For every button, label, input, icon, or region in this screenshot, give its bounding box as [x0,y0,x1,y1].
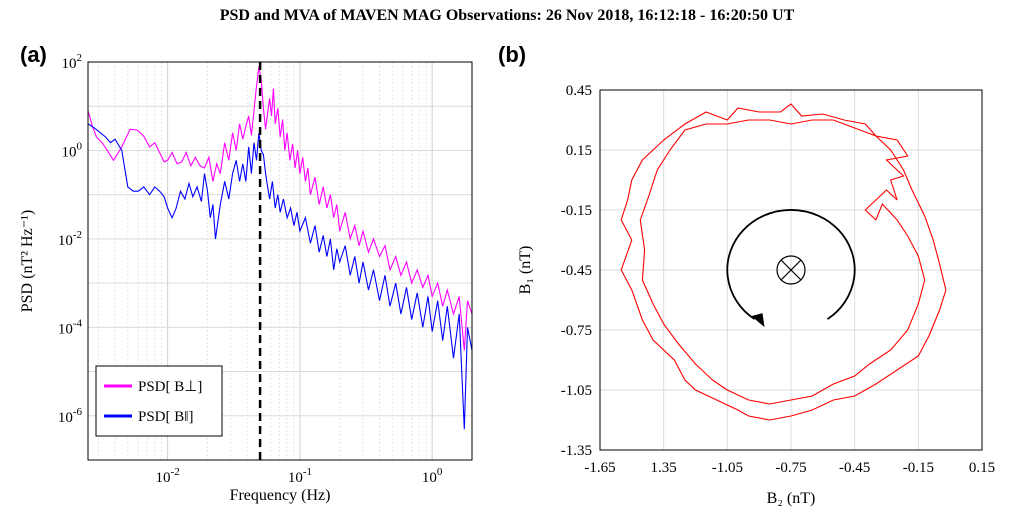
x-tick-label: 10-2 [156,466,180,486]
x-tick-label: -0.45 [839,460,870,476]
y-tick-label: -0.15 [561,203,592,219]
x-tick-label: -1.65 [584,460,615,476]
figure-title: PSD and MVA of MAVEN MAG Observations: 2… [220,7,795,24]
series-psd-parallel [87,123,473,430]
x-tick-label: -1.05 [712,460,743,476]
psd-chart: 10-2 10-1 100 10-6 10-4 10-2 100 102 Frequency (… [19,52,473,504]
y-tick-label: 100 [62,140,83,160]
y-tick-label: 0.45 [566,83,592,99]
x-tick-label: -0.75 [775,460,806,476]
legend-entry: PSD[ B⊥] [138,379,202,395]
y-tick-label: 10-6 [58,406,83,426]
x-tick-label: 0.15 [969,460,995,476]
mva-hodogram: -1.65 1.35 -1.05 -0.75 -0.45 -0.15 0.15 0.45 0.1… [517,83,995,507]
series-psd-perp [87,66,473,351]
y-tick-label: -0.75 [561,323,592,339]
y-axis-label: PSD (nT² Hz⁻¹) [19,210,36,312]
x-tick-label: 1.35 [651,460,677,476]
y-tick-label: 0.15 [566,143,592,159]
y-tick-label: -0.45 [561,263,592,279]
x-tick-label: 10-1 [288,466,312,486]
y-tick-label: 102 [62,52,83,72]
arrowhead [751,313,765,328]
axes-box [87,61,473,461]
y-tick-label: -1.05 [561,383,592,399]
x-tick-label: -0.15 [903,460,934,476]
y-tick-label: 10-2 [58,229,82,249]
y-tick-label: 10-4 [58,317,83,337]
series-b1-b2 [620,103,947,421]
x-axis-label: Frequency (Hz) [230,487,331,504]
legend-box [95,365,223,437]
panel-a-label: (a) [20,42,47,67]
x-tick-label: 100 [422,466,443,486]
axes-box [599,89,983,451]
rotation-arrow [726,209,856,320]
panel-b-label: (b) [498,42,526,67]
x-axis-label: B₂ (nT) [767,490,816,507]
into-page-icon [776,255,806,285]
y-tick-label: -1.35 [561,443,592,459]
legend-entry: PSD[ B‖] [138,409,193,425]
y-axis-label: B₁ (nT) [517,246,534,295]
